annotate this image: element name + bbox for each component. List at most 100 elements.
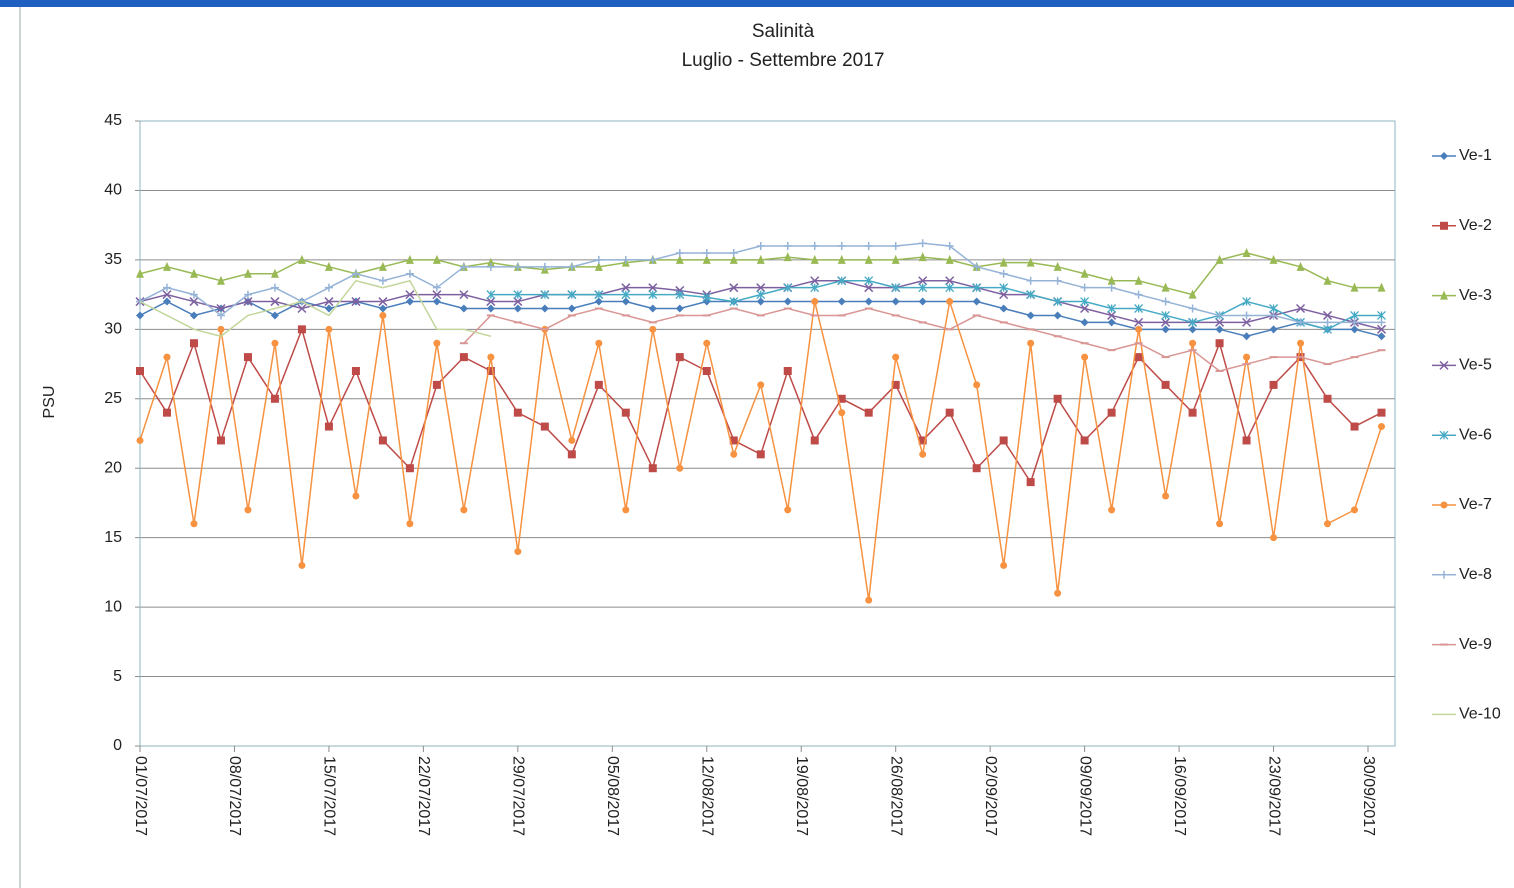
marker [1296,261,1305,271]
marker [1243,353,1251,361]
marker [838,409,846,417]
marker [1053,311,1062,320]
marker [513,408,522,417]
marker [540,262,549,271]
marker [1440,221,1448,230]
marker [297,303,307,314]
marker [972,297,981,306]
marker [891,254,900,264]
marker [351,297,361,307]
series [136,298,1386,604]
marker [1350,318,1359,327]
marker [298,561,306,569]
marker [1439,360,1449,370]
marker [621,290,631,300]
marker [1162,492,1170,500]
marker [702,248,711,257]
marker [729,248,738,257]
series-line [139,279,492,338]
marker [486,367,495,375]
marker [621,408,630,417]
marker [432,283,441,292]
marker [540,290,550,300]
marker [999,290,1009,300]
marker [757,381,765,389]
series [459,307,1386,372]
marker [675,304,684,313]
marker [136,436,144,444]
marker [1107,275,1116,285]
marker [1350,422,1359,431]
marker [1350,325,1359,334]
marker [487,353,495,361]
marker [1377,408,1386,417]
marker [136,311,144,320]
y-tick-label: 25 [104,390,122,407]
marker [1161,317,1171,327]
marker [1107,304,1117,313]
marker [1053,297,1063,307]
marker [810,436,819,445]
marker [1108,506,1116,514]
marker [297,254,306,264]
marker [1188,289,1197,299]
marker [162,290,172,300]
marker [189,311,198,320]
marker [756,283,766,293]
marker [405,290,415,300]
marker [1242,297,1252,307]
marker [1134,275,1143,285]
marker [594,290,604,300]
marker [865,596,873,604]
marker [1269,254,1278,264]
marker [1440,570,1448,579]
marker [568,436,576,444]
marker [243,353,252,362]
x-tick-label: 05/08/2017 [604,756,621,836]
marker [405,269,414,278]
marker [1188,408,1197,417]
marker [378,297,388,307]
chart-title: Salinità [752,21,815,42]
marker [810,283,820,293]
marker [1270,534,1278,542]
marker [1026,478,1035,487]
marker [648,255,657,264]
marker [1324,520,1332,528]
marker [837,242,846,250]
marker [945,408,954,417]
marker [783,297,792,306]
marker [621,283,631,293]
marker [837,297,846,306]
marker [271,339,279,347]
marker [514,548,522,556]
marker [1161,325,1170,334]
marker [918,239,927,248]
marker [1000,561,1008,569]
marker [1269,380,1278,389]
marker [999,436,1008,445]
marker [486,304,495,313]
marker [1350,282,1359,292]
marker [405,297,414,306]
marker [945,283,955,293]
x-tick-label: 01/07/2017 [132,756,149,836]
x-tick-label: 29/07/2017 [510,756,527,836]
marker [1297,339,1305,347]
marker [1377,318,1386,327]
series [136,247,1386,299]
marker [190,520,198,528]
plot-border [139,120,1396,747]
marker [837,394,846,403]
marker [1081,353,1089,361]
marker [163,353,171,361]
marker [1439,430,1449,440]
marker [1376,324,1387,334]
marker [1378,423,1386,431]
marker [864,297,873,306]
marker [189,339,198,348]
marker [1296,318,1305,327]
marker [1323,324,1332,334]
